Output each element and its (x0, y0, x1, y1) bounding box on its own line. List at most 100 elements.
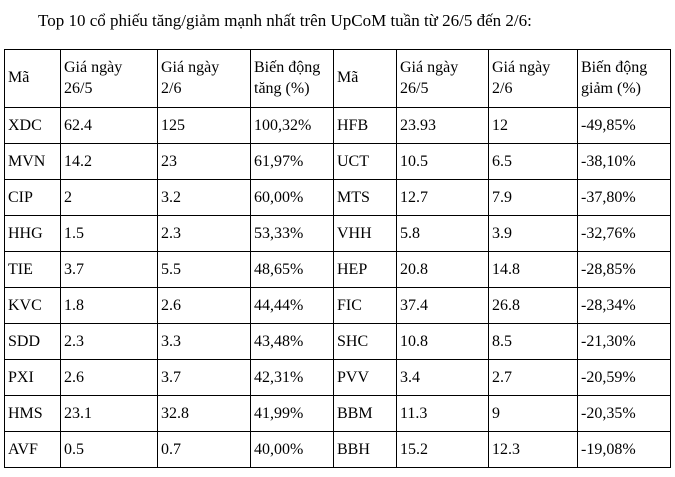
value-cell: 23.1 (60, 395, 158, 432)
value-cell: 37.4 (396, 287, 489, 324)
table-row: HMS 23.1 32.8 41,99% BBM 11.3 9 -20,35% (4, 395, 671, 432)
table-row: KVC 1.8 2.6 44,44% FIC 37.4 26.8 -28,34% (4, 287, 671, 324)
value-cell: 125 (157, 107, 251, 144)
value-cell: 1.8 (60, 287, 158, 324)
ticker-cell: FIC (333, 287, 397, 324)
value-cell: 12.7 (396, 179, 489, 216)
value-cell: 8.5 (488, 323, 578, 360)
ticker-cell: MVN (4, 143, 61, 180)
value-cell: 3.4 (396, 359, 489, 396)
ticker-cell: HHG (4, 215, 61, 252)
table-row: XDC 62.4 125 100,32% HFB 23.93 12 -49,85% (4, 107, 671, 144)
ticker-cell: MTS (333, 179, 397, 216)
ticker-cell: HFB (333, 107, 397, 144)
column-header: Giá ngày 26/5 (396, 49, 489, 108)
value-cell: 5.8 (396, 215, 489, 252)
value-cell: 15.2 (396, 431, 489, 468)
value-cell: 10.5 (396, 143, 489, 180)
ticker-cell: HMS (4, 395, 61, 432)
table-row: PXI 2.6 3.7 42,31% PVV 3.4 2.7 -20,59% (4, 359, 671, 396)
value-cell: -32,76% (577, 215, 671, 252)
table-row: SDD 2.3 3.3 43,48% SHC 10.8 8.5 -21,30% (4, 323, 671, 360)
ticker-cell: CIP (4, 179, 61, 216)
value-cell: 23.93 (396, 107, 489, 144)
value-cell: 100,32% (250, 107, 334, 144)
table-row: AVF 0.5 0.7 40,00% BBH 15.2 12.3 -19,08% (4, 431, 671, 468)
value-cell: 2 (60, 179, 158, 216)
value-cell: 7.9 (488, 179, 578, 216)
table-row: CIP 2 3.2 60,00% MTS 12.7 7.9 -37,80% (4, 179, 671, 216)
value-cell: 3.7 (60, 251, 158, 288)
column-header: Giá ngày 26/5 (60, 49, 158, 108)
value-cell: 2.7 (488, 359, 578, 396)
header-row: Mã Giá ngày 26/5 Giá ngày 2/6 Biến động tăn… (4, 49, 671, 108)
column-header: Mã (4, 49, 61, 108)
value-cell: 3.7 (157, 359, 251, 396)
table-row: MVN 14.2 23 61,97% UCT 10.5 6.5 -38,10% (4, 143, 671, 180)
value-cell: 3.2 (157, 179, 251, 216)
value-cell: 41,99% (250, 395, 334, 432)
value-cell: 11.3 (396, 395, 489, 432)
value-cell: -37,80% (577, 179, 671, 216)
value-cell: 44,44% (250, 287, 334, 324)
ticker-cell: SHC (333, 323, 397, 360)
value-cell: 3.3 (157, 323, 251, 360)
stock-table: Mã Giá ngày 26/5 Giá ngày 2/6 Biến động tăn… (4, 49, 671, 468)
value-cell: -38,10% (577, 143, 671, 180)
value-cell: 20.8 (396, 251, 489, 288)
value-cell: 61,97% (250, 143, 334, 180)
value-cell: 2.6 (60, 359, 158, 396)
value-cell: 32.8 (157, 395, 251, 432)
table-row: HHG 1.5 2.3 53,33% VHH 5.8 3.9 -32,76% (4, 215, 671, 252)
table-body: XDC 62.4 125 100,32% HFB 23.93 12 -49,85% MVN 14.… (4, 107, 671, 468)
value-cell: -20,35% (577, 395, 671, 432)
table-row: TIE 3.7 5.5 48,65% HEP 20.8 14.8 -28,85% (4, 251, 671, 288)
value-cell: 9 (488, 395, 578, 432)
ticker-cell: VHH (333, 215, 397, 252)
value-cell: 43,48% (250, 323, 334, 360)
value-cell: -20,59% (577, 359, 671, 396)
ticker-cell: KVC (4, 287, 61, 324)
value-cell: 12 (488, 107, 578, 144)
value-cell: -19,08% (577, 431, 671, 468)
value-cell: -28,34% (577, 287, 671, 324)
ticker-cell: AVF (4, 431, 61, 468)
value-cell: 23 (157, 143, 251, 180)
value-cell: 26.8 (488, 287, 578, 324)
ticker-cell: UCT (333, 143, 397, 180)
column-header: Giá ngày 2/6 (488, 49, 578, 108)
value-cell: 2.3 (60, 323, 158, 360)
value-cell: 14.8 (488, 251, 578, 288)
ticker-cell: PVV (333, 359, 397, 396)
ticker-cell: TIE (4, 251, 61, 288)
value-cell: 42,31% (250, 359, 334, 396)
value-cell: 12.3 (488, 431, 578, 468)
column-header: Biến động giảm (%) (577, 49, 671, 108)
ticker-cell: PXI (4, 359, 61, 396)
value-cell: 14.2 (60, 143, 158, 180)
value-cell: 53,33% (250, 215, 334, 252)
value-cell: 10.8 (396, 323, 489, 360)
value-cell: -28,85% (577, 251, 671, 288)
ticker-cell: BBH (333, 431, 397, 468)
ticker-cell: SDD (4, 323, 61, 360)
column-header: Giá ngày 2/6 (157, 49, 251, 108)
ticker-cell: BBM (333, 395, 397, 432)
value-cell: 6.5 (488, 143, 578, 180)
value-cell: 0.7 (157, 431, 251, 468)
value-cell: -21,30% (577, 323, 671, 360)
column-header: Mã (333, 49, 397, 108)
value-cell: 62.4 (60, 107, 158, 144)
value-cell: 1.5 (60, 215, 158, 252)
ticker-cell: HEP (333, 251, 397, 288)
value-cell: 2.3 (157, 215, 251, 252)
value-cell: 60,00% (250, 179, 334, 216)
value-cell: 2.6 (157, 287, 251, 324)
ticker-cell: XDC (4, 107, 61, 144)
column-header: Biến động tăng (%) (250, 49, 334, 108)
page-title: Top 10 cổ phiếu tăng/giảm mạnh nhất trên… (38, 11, 532, 30)
value-cell: -49,85% (577, 107, 671, 144)
value-cell: 48,65% (250, 251, 334, 288)
value-cell: 5.5 (157, 251, 251, 288)
value-cell: 40,00% (250, 431, 334, 468)
